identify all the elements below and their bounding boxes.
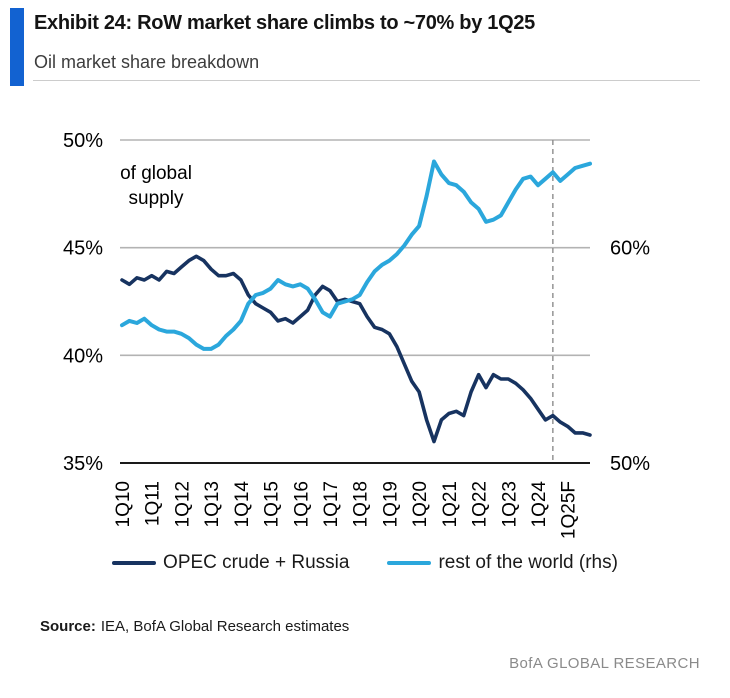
chart-subtitle: Oil market share breakdown (34, 52, 260, 72)
legend-label-opec-crude-russia: OPEC crude + Russia (163, 552, 350, 573)
left-axis-tick-label: 50% (63, 130, 103, 152)
x-axis-tick-label: 1Q22 (470, 481, 491, 527)
x-axis-tick-label: 1Q15 (262, 481, 283, 527)
x-axis-tick-label: 1Q24 (529, 481, 550, 528)
oil-market-share-line-chart: 50% 45% 40% 35% 60% 50% 1Q10 1Q11 1Q12 1Q13 1Q14 1Q… (63, 130, 650, 539)
x-axis-tick-label: 1Q16 (291, 481, 312, 527)
annotation-of-global-supply: of global (120, 163, 192, 184)
x-axis-tick-label: 1Q10 (113, 481, 134, 527)
series-line-opec-crude-russia (120, 254, 592, 444)
exhibit-accent-bar (10, 8, 24, 86)
chart-legend: OPEC crude + Russia rest of the world (r… (0, 552, 730, 574)
right-axis-tick-label: 50% (610, 453, 650, 475)
series-line-rest-of-world (120, 159, 592, 351)
x-axis-tick-label: 1Q11 (143, 481, 164, 526)
left-axis-tick-label: 45% (63, 238, 103, 260)
legend-line-swatch-navy (112, 561, 157, 565)
x-axis-tick-label: 1Q18 (351, 481, 372, 527)
bofa-global-research-brand: BofA GLOBAL RESEARCH (509, 655, 700, 672)
source-text: IEA, BofA Global Research estimates (100, 618, 350, 635)
x-axis-tick-label: 1Q21 (440, 481, 461, 527)
source-note: Source: IEA, BofA Global Research estimat… (40, 618, 349, 635)
left-axis-tick-label: 35% (63, 453, 103, 475)
annotation-of-global-supply: supply (129, 188, 184, 209)
x-axis-tick-label: 1Q12 (172, 481, 193, 527)
x-axis-tick-label: 1Q17 (321, 481, 342, 527)
x-axis-tick-label: 1Q19 (380, 481, 401, 527)
x-axis-tick-label: 1Q14 (232, 481, 253, 528)
right-axis-tick-label: 60% (610, 238, 650, 260)
source-label: Source: (40, 618, 96, 635)
exhibit-title: Exhibit 24: RoW market share climbs to ~… (34, 12, 535, 34)
legend-item-opec-crude-russia: OPEC crude + Russia (112, 552, 349, 574)
x-axis-tick-label: 1Q13 (202, 481, 223, 527)
x-axis-tick-label: 1Q25F (559, 481, 580, 539)
legend-item-rest-of-world: rest of the world (rhs) (387, 552, 618, 574)
x-axis-tick-label: 1Q23 (499, 481, 520, 527)
header-divider (33, 80, 700, 81)
legend-line-swatch-lightblue (387, 561, 432, 565)
x-axis-tick-label: 1Q20 (410, 481, 431, 527)
left-axis-tick-label: 40% (63, 345, 103, 367)
legend-label-rest-of-world: rest of the world (rhs) (438, 552, 618, 573)
